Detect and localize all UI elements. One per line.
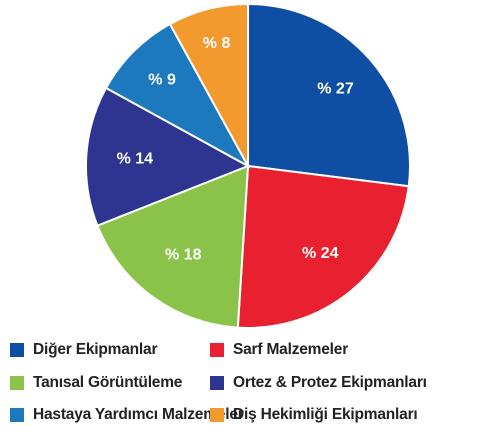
legend-swatch bbox=[10, 408, 24, 422]
pie-slice bbox=[168, 2, 249, 167]
slice-value-label: % 8 bbox=[203, 35, 231, 52]
slice-value-label: % 9 bbox=[148, 72, 176, 89]
legend-swatch bbox=[10, 376, 24, 390]
legend-label: Ortez & Protez Ekipmanları bbox=[233, 374, 427, 391]
legend-swatch bbox=[210, 408, 224, 422]
legend-item: Tanısal Görüntüleme bbox=[10, 374, 182, 392]
legend-item: Ortez & Protez Ekipmanları bbox=[210, 374, 427, 392]
legend-label: Hastaya Yardımcı Malzemeler bbox=[33, 406, 244, 423]
pie-chart-svg: % 27 % 24 % 18 % 14 % 9 % 8 bbox=[85, 2, 411, 329]
slice-value-label: % 14 bbox=[117, 150, 154, 167]
legend-swatch bbox=[210, 343, 224, 357]
pie-slice bbox=[85, 86, 251, 227]
slice-value-label: % 18 bbox=[165, 247, 202, 264]
legend-item: Sarf Malzemeler bbox=[210, 341, 348, 359]
pie-slice bbox=[247, 2, 411, 188]
legend-label: Sarf Malzemeler bbox=[233, 341, 349, 358]
slice-value-label: % 24 bbox=[302, 245, 339, 262]
pie-slice bbox=[236, 164, 410, 329]
legend-label: Tanısal Görüntüleme bbox=[33, 374, 183, 391]
pie-slice bbox=[96, 164, 250, 329]
legend-label: Diş Hekimliği Ekipmanları bbox=[233, 406, 418, 423]
legend-item: Hastaya Yardımcı Malzemeler bbox=[10, 406, 244, 424]
slice-value-label: % 27 bbox=[317, 80, 354, 97]
legend-label: Diğer Ekipmanlar bbox=[33, 341, 158, 358]
legend-swatch bbox=[210, 376, 224, 390]
legend-item: Diğer Ekipmanlar bbox=[10, 341, 157, 359]
legend-item: Diş Hekimliği Ekipmanları bbox=[210, 406, 418, 424]
legend-swatch bbox=[10, 343, 24, 357]
pie-slice bbox=[104, 22, 251, 169]
